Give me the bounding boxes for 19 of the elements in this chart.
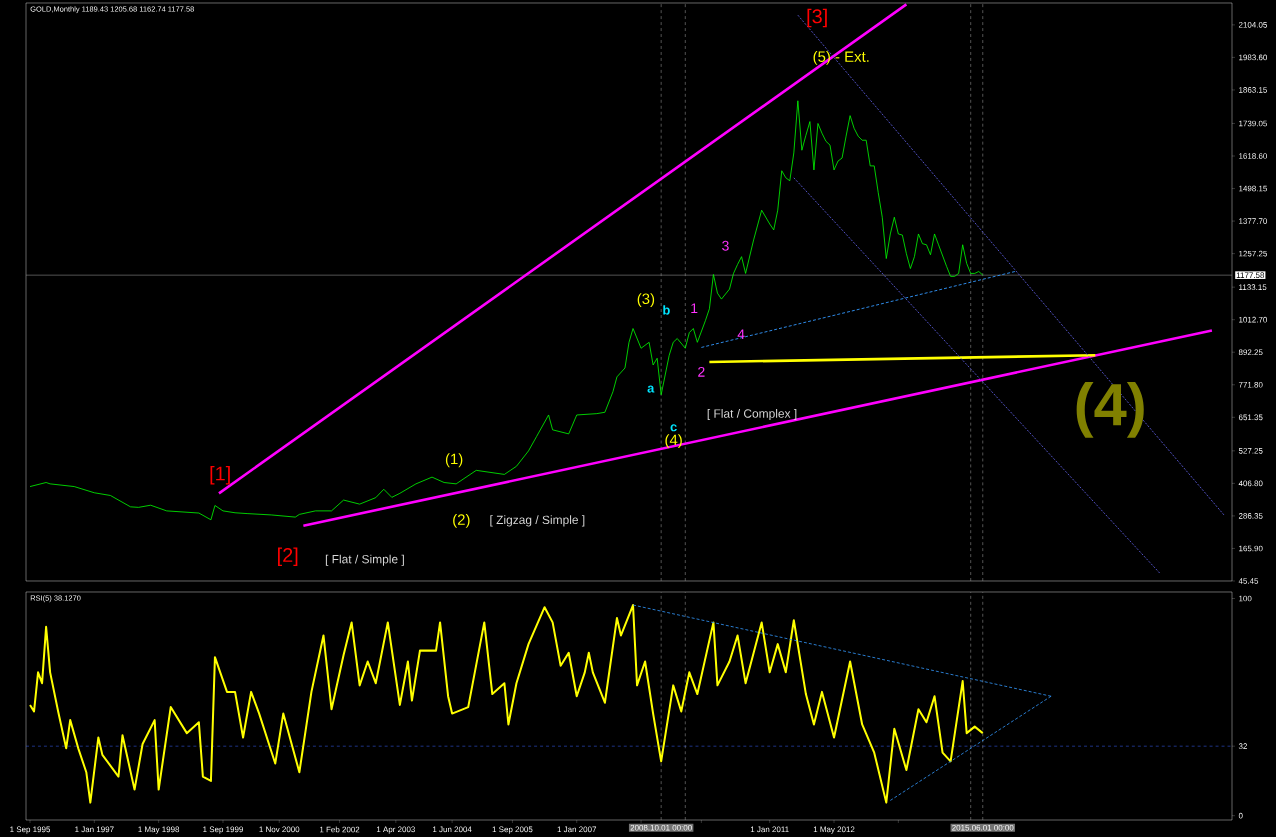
annotation: (4) <box>665 434 682 449</box>
annotation: c <box>670 424 677 432</box>
annotation: (4) <box>1076 382 1144 438</box>
annotation: (5) - Ext. <box>813 50 869 65</box>
annotation: [ Flat / Complex ] <box>707 408 797 421</box>
annotation: [ Zigzag / Simple ] <box>490 515 585 527</box>
annotation: [ Flat / Simple ] <box>325 554 404 566</box>
annotation: (1) <box>445 453 463 468</box>
annotation: a <box>647 385 655 393</box>
annotation: (2) <box>453 513 470 528</box>
annotation: 2 <box>698 366 705 377</box>
annotation: [1] <box>210 465 230 485</box>
annotation: b <box>663 305 670 315</box>
annotation: [3] <box>807 8 827 28</box>
annotation: [2] <box>278 547 298 567</box>
annotation: 4 <box>737 329 745 339</box>
annotation: 1 <box>691 303 698 313</box>
annotation: (3) <box>637 293 655 308</box>
annotation: 3 <box>722 240 729 251</box>
